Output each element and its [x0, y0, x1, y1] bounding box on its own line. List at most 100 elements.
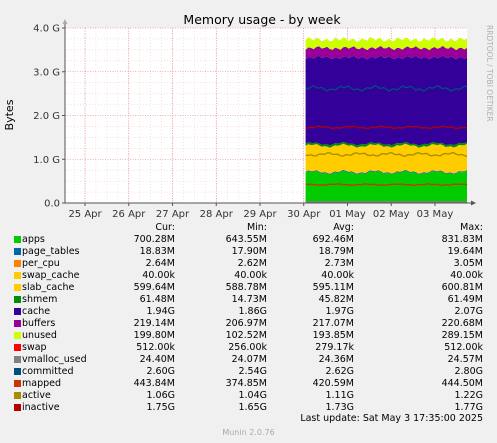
legend-value: 18.83M	[139, 246, 175, 257]
legend-value: 1.06G	[146, 390, 175, 401]
legend-value: 2.62M	[237, 258, 267, 269]
line-committed	[305, 84, 468, 92]
legend-value: 3.05M	[453, 258, 483, 269]
legend-value: 45.82M	[318, 294, 354, 305]
legend-swatch	[14, 392, 21, 399]
legend-series-name: swap_cache	[22, 270, 80, 281]
x-tick-labels: 25 Apr 26 Apr 27 Apr 28 Apr 29 Apr 30 Apr 01 M…	[68, 209, 453, 220]
last-update: Last update: Sat May 3 17:35:00 2025	[300, 413, 483, 424]
legend-value: 588.78M	[225, 282, 267, 293]
legend-value: 374.85M	[225, 378, 267, 389]
legend-value: 61.49M	[447, 294, 483, 305]
legend-value: 206.97M	[225, 318, 267, 329]
legend-series-name: per_cpu	[22, 258, 60, 269]
legend-series-name: unused	[22, 330, 57, 341]
legend-row: active 1.06G 1.04G 1.11G 1.22G	[14, 390, 494, 402]
legend-value: 1.04G	[238, 390, 267, 401]
legend-value: 14.73M	[231, 294, 267, 305]
legend-row: swap 512.00k 256.00k 279.17k 512.00k	[14, 342, 494, 354]
legend-swatch	[14, 320, 21, 327]
legend-swatch	[14, 344, 21, 351]
axes	[62, 19, 476, 206]
legend-value: 420.59M	[312, 378, 354, 389]
legend-value: 217.07M	[312, 318, 354, 329]
legend-value: 19.64M	[447, 246, 483, 257]
legend-value: 512.00k	[444, 342, 483, 353]
legend-value: 1.75G	[146, 402, 175, 413]
area-per_cpu	[305, 169, 467, 174]
legend-value: 2.54G	[238, 366, 267, 377]
munin-version: Munin 2.0.76	[222, 428, 275, 437]
legend-value: 256.00k	[228, 342, 267, 353]
x-tick-label: 27 Apr	[156, 209, 190, 220]
legend-value: 1.65G	[238, 402, 267, 413]
legend-value: 219.14M	[133, 318, 175, 329]
legend-value: 2.07G	[454, 306, 483, 317]
legend-swatch	[14, 248, 21, 255]
legend-value: 40.00k	[321, 270, 354, 281]
legend-row: buffers 219.14M 206.97M 217.07M 220.68M	[14, 318, 494, 330]
legend-value: 1.22G	[454, 390, 483, 401]
legend-value: 1.73G	[325, 402, 354, 413]
legend-value: 24.57M	[447, 354, 483, 365]
legend-row: vmalloc_used 24.40M 24.07M 24.36M 24.57M	[14, 354, 494, 366]
legend-row: committed 2.60G 2.54G 2.62G 2.80G	[14, 366, 494, 378]
legend-series-name: slab_cache	[22, 282, 75, 293]
legend-row: inactive 1.75G 1.65G 1.73G 1.77G	[14, 402, 494, 414]
legend-series-name: vmalloc_used	[22, 354, 87, 365]
x-tick-label: 26 Apr	[112, 209, 146, 220]
legend-value: 220.68M	[441, 318, 483, 329]
area-series	[305, 37, 467, 203]
legend-value: 199.80M	[133, 330, 175, 341]
legend-value: 2.73M	[324, 258, 354, 269]
legend-swatch	[14, 236, 21, 243]
legend-header: Avg:	[333, 222, 354, 233]
legend-row: cache 1.94G 1.86G 1.97G 2.07G	[14, 306, 494, 318]
area-slab_cache	[305, 143, 467, 174]
y-tick-labels: 0.0 1.0 G 2.0 G 3.0 G 4.0 G	[33, 24, 60, 210]
area-cache	[305, 55, 467, 146]
y-tick-label: 4.0 G	[33, 24, 60, 35]
legend-value: 692.46M	[312, 234, 354, 245]
legend-value: 1.77G	[454, 402, 483, 413]
legend-swatch	[14, 368, 21, 375]
legend-value: 102.52M	[225, 330, 267, 341]
legend-swatch	[14, 404, 21, 411]
y-tick-label: 3.0 G	[33, 67, 60, 78]
legend-series-name: swap	[22, 342, 47, 353]
legend-value: 831.83M	[441, 234, 483, 245]
x-tick-label: 28 Apr	[200, 209, 234, 220]
legend-row: shmem 61.48M 14.73M 45.82M 61.49M	[14, 294, 494, 306]
line-series	[305, 84, 468, 203]
legend-value: 595.11M	[312, 282, 354, 293]
legend-value: 61.48M	[139, 294, 175, 305]
legend-value: 24.36M	[318, 354, 354, 365]
line-inactive	[305, 125, 468, 130]
legend-value: 512.00k	[136, 342, 175, 353]
line-active	[305, 151, 468, 158]
legend-swatch	[14, 332, 21, 339]
area-shmem	[305, 141, 467, 148]
legend-value: 443.84M	[133, 378, 175, 389]
legend-value: 279.17k	[315, 342, 354, 353]
legend-value: 24.40M	[139, 354, 175, 365]
legend-value: 1.97G	[325, 306, 354, 317]
area-unused	[305, 37, 467, 51]
legend-value: 40.00k	[234, 270, 267, 281]
legend-value: 40.00k	[450, 270, 483, 281]
legend-swatch	[14, 356, 21, 363]
y-axis-label: Bytes	[3, 99, 16, 130]
legend-swatch	[14, 272, 21, 279]
y-tick-label: 1.0 G	[33, 155, 60, 166]
legend-series-name: shmem	[22, 294, 58, 305]
legend-value: 444.50M	[441, 378, 483, 389]
legend-value: 700.28M	[133, 234, 175, 245]
legend-row: mapped 443.84M 374.85M 420.59M 444.50M	[14, 378, 494, 390]
legend-swatch	[14, 260, 21, 267]
legend-swatch	[14, 380, 21, 387]
x-tick-label: 30 Apr	[287, 209, 321, 220]
legend-series-name: inactive	[22, 402, 60, 413]
legend-header: Min:	[246, 222, 267, 233]
chart-title: Memory usage - by week	[183, 12, 341, 27]
